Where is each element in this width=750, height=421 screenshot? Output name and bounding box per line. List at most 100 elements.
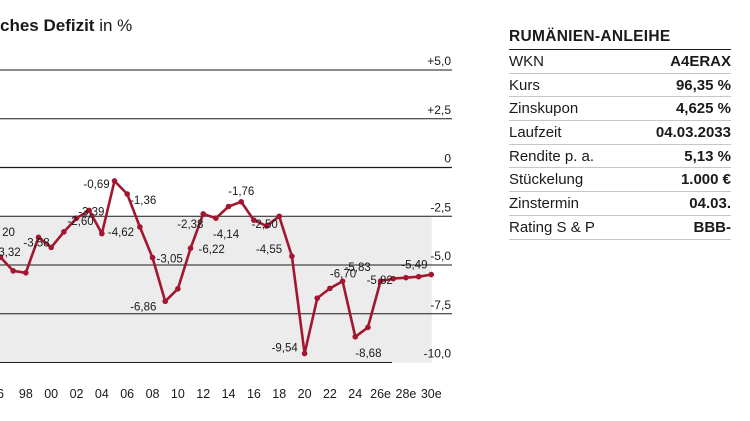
data-point: [314, 295, 321, 301]
data-point: [73, 215, 80, 221]
data-label: -1,36: [130, 195, 156, 207]
data-point: [187, 245, 194, 252]
info-row: Stückelung 1.000 €: [509, 168, 731, 193]
y-tick-label: -5,0: [430, 249, 451, 263]
info-row-value: 1.000 €: [680, 171, 731, 189]
info-row-value: 96,35 %: [675, 76, 731, 94]
data-point: [35, 234, 42, 241]
data-point: [149, 254, 156, 261]
data-label: -5,82: [367, 275, 393, 287]
data-point: [365, 324, 371, 331]
data-point: [377, 278, 384, 284]
x-tick-label: 10: [171, 387, 185, 401]
info-row-key: Rating S & P: [509, 218, 595, 236]
data-point: [175, 285, 181, 292]
data-point: [428, 271, 435, 278]
info-row: Zinstermin 04.03.: [509, 192, 731, 216]
data-point: [200, 211, 207, 217]
data-label: -3,58: [23, 237, 49, 249]
y-tick-label: -10,0: [424, 347, 452, 361]
data-label: 3,32: [0, 247, 21, 259]
y-tick-label: +2,5: [427, 103, 451, 117]
info-row-value: BBB-: [693, 218, 732, 236]
deficit-line-chart: +5,0 +2,5 0 -2,5 -5,0 -7,5 -10,0 6 98 00 02 04 06 08…: [0, 54, 452, 401]
data-point: [390, 275, 397, 282]
y-tick-label: -7,5: [430, 298, 451, 312]
data-point: [263, 223, 270, 229]
data-point: [61, 229, 67, 235]
info-row: Zinskupon 4,625 %: [509, 97, 731, 122]
x-tick-label: 08: [146, 387, 160, 401]
y-tick-label: 0: [444, 152, 451, 166]
x-tick-label: 14: [222, 387, 236, 401]
data-point: [111, 178, 118, 184]
info-row-key: WKN: [509, 52, 544, 70]
x-tick-label: 24: [348, 387, 362, 401]
data-point: [225, 203, 232, 210]
data-point: [276, 213, 283, 220]
data-point: [213, 215, 219, 221]
x-tick-label: 26e: [370, 387, 391, 401]
info-row-value: A4ERAX: [670, 52, 731, 70]
data-point: [99, 230, 105, 237]
x-tick-label: 30e: [421, 387, 442, 401]
data-point: [327, 285, 333, 292]
data-point: [23, 270, 29, 276]
data-point: [238, 199, 245, 205]
x-tick-label: 18: [272, 387, 286, 401]
info-row-key: Stückelung: [509, 171, 584, 189]
y-tick-label: +5,0: [427, 54, 451, 68]
info-row-value: 04.03.: [689, 194, 731, 212]
data-label: -6,70: [330, 268, 356, 280]
data-label: 20: [2, 227, 15, 239]
x-tick-label: 98: [19, 387, 33, 401]
data-point: [251, 217, 257, 223]
info-row-key: Zinstermin: [509, 194, 580, 212]
x-tick-label: 04: [95, 387, 109, 401]
data-point: [48, 244, 54, 251]
data-point: [124, 191, 130, 197]
data-label: -2,38: [177, 219, 203, 231]
data-label: -3,39: [78, 206, 104, 218]
data-label: -5,49: [401, 260, 427, 272]
data-point: [301, 350, 308, 357]
data-label: -4,55: [256, 244, 282, 256]
data-point: [289, 253, 295, 260]
data-label: -5,83: [345, 262, 371, 274]
x-tick-label: 22: [323, 387, 337, 401]
info-row-value: 4,625 %: [675, 100, 731, 118]
panel-title: RUMÄNIEN-ANLEIHE: [509, 28, 731, 50]
chart-title-bold: ches Defizit: [0, 16, 95, 35]
chart-title: ches Defizit in %: [0, 16, 132, 36]
data-point: [137, 224, 143, 230]
data-label: -1,76: [228, 186, 254, 198]
info-row-key: Kurs: [509, 76, 540, 94]
x-tick-label: 20: [298, 387, 312, 401]
x-tick-label: 06: [120, 387, 134, 401]
x-tick-label: 6: [0, 387, 4, 401]
info-row: Kurs 96,35 %: [509, 74, 731, 98]
x-tick-label: 12: [196, 387, 210, 401]
info-row: Laufzeit 04.03.2033: [509, 121, 731, 145]
data-label: -8,68: [355, 348, 381, 360]
y-tick-label: -2,5: [430, 200, 451, 214]
data-label: -4,14: [213, 229, 240, 241]
x-tick-label: 00: [44, 387, 58, 401]
info-row-value: 04.03.2033: [655, 123, 731, 141]
x-tick-label: 16: [247, 387, 261, 401]
info-row-key: Laufzeit: [509, 123, 562, 141]
data-point: [352, 333, 359, 340]
info-row: WKN A4ERAX: [509, 50, 731, 74]
data-point: [162, 298, 169, 305]
info-row: Rating S & P BBB-: [509, 216, 731, 240]
info-row-key: Rendite p. a.: [509, 147, 595, 165]
data-label: -6,86: [130, 301, 156, 313]
data-label: -6,22: [199, 244, 225, 256]
bond-info-panel: RUMÄNIEN-ANLEIHE WKN A4ERAX Kurs 96,35 % Zin…: [509, 28, 731, 240]
chart-title-unit: in %: [94, 16, 133, 35]
data-point: [10, 268, 16, 274]
x-tick-label: 02: [70, 387, 84, 401]
info-row-value: 5,13 %: [684, 147, 731, 165]
info-row: Rendite p. a. 5,13 %: [509, 145, 731, 169]
data-label: -0,69: [83, 179, 109, 191]
